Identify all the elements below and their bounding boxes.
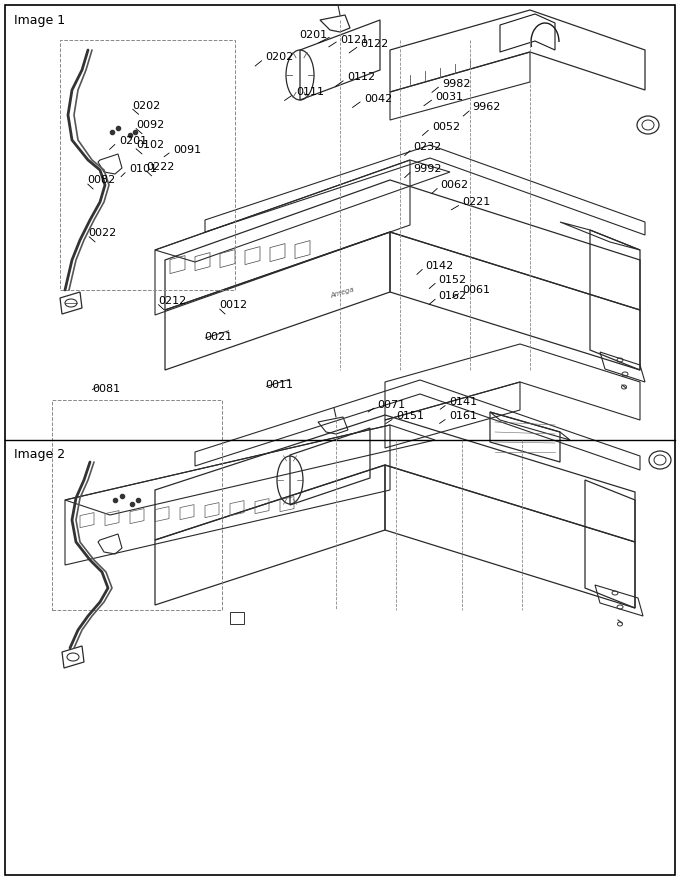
Text: 0012: 0012	[219, 300, 247, 311]
Text: 0111: 0111	[296, 87, 324, 98]
Text: 9982: 9982	[442, 78, 471, 89]
Text: 9962: 9962	[473, 102, 501, 113]
Text: 0031: 0031	[435, 92, 463, 102]
Text: 0202: 0202	[133, 100, 161, 111]
Text: 0232: 0232	[413, 142, 442, 152]
Text: 0112: 0112	[347, 72, 375, 83]
Text: 0162: 0162	[439, 290, 466, 301]
Text: 0222: 0222	[146, 162, 175, 172]
Text: 0101: 0101	[129, 164, 157, 174]
Text: 0121: 0121	[340, 34, 368, 45]
Text: 0142: 0142	[426, 260, 454, 271]
Text: 0212: 0212	[158, 296, 186, 306]
Text: 0201: 0201	[119, 136, 147, 146]
Text: 0202: 0202	[265, 52, 294, 62]
Text: Amega: Amega	[330, 287, 356, 299]
Text: 0052: 0052	[432, 121, 460, 132]
Text: 0151: 0151	[396, 411, 424, 422]
Text: 0021: 0021	[204, 332, 232, 342]
Text: 0092: 0092	[136, 120, 165, 130]
Text: 0102: 0102	[136, 140, 164, 150]
Bar	[230, 612, 244, 624]
Bar	[52, 400, 222, 610]
Text: 0122: 0122	[360, 39, 389, 49]
Text: 0081: 0081	[92, 384, 120, 394]
Text: 0062: 0062	[441, 180, 469, 190]
Text: 0082: 0082	[87, 175, 116, 186]
Text: 0201: 0201	[299, 30, 327, 40]
Text: 0161: 0161	[449, 411, 477, 422]
Text: 0091: 0091	[173, 144, 201, 155]
Text: 0011: 0011	[265, 380, 293, 391]
Text: Image 1: Image 1	[14, 14, 65, 27]
Text: 0061: 0061	[462, 285, 490, 296]
Bar	[60, 40, 235, 290]
Text: 0152: 0152	[439, 275, 466, 285]
Text: 0042: 0042	[364, 93, 392, 104]
Text: 0071: 0071	[377, 400, 405, 410]
Text: 0141: 0141	[449, 397, 477, 407]
Text: 9992: 9992	[413, 164, 442, 174]
Text: 0221: 0221	[462, 197, 491, 208]
Text: 0022: 0022	[88, 228, 117, 238]
Text: Image 2: Image 2	[14, 448, 65, 461]
